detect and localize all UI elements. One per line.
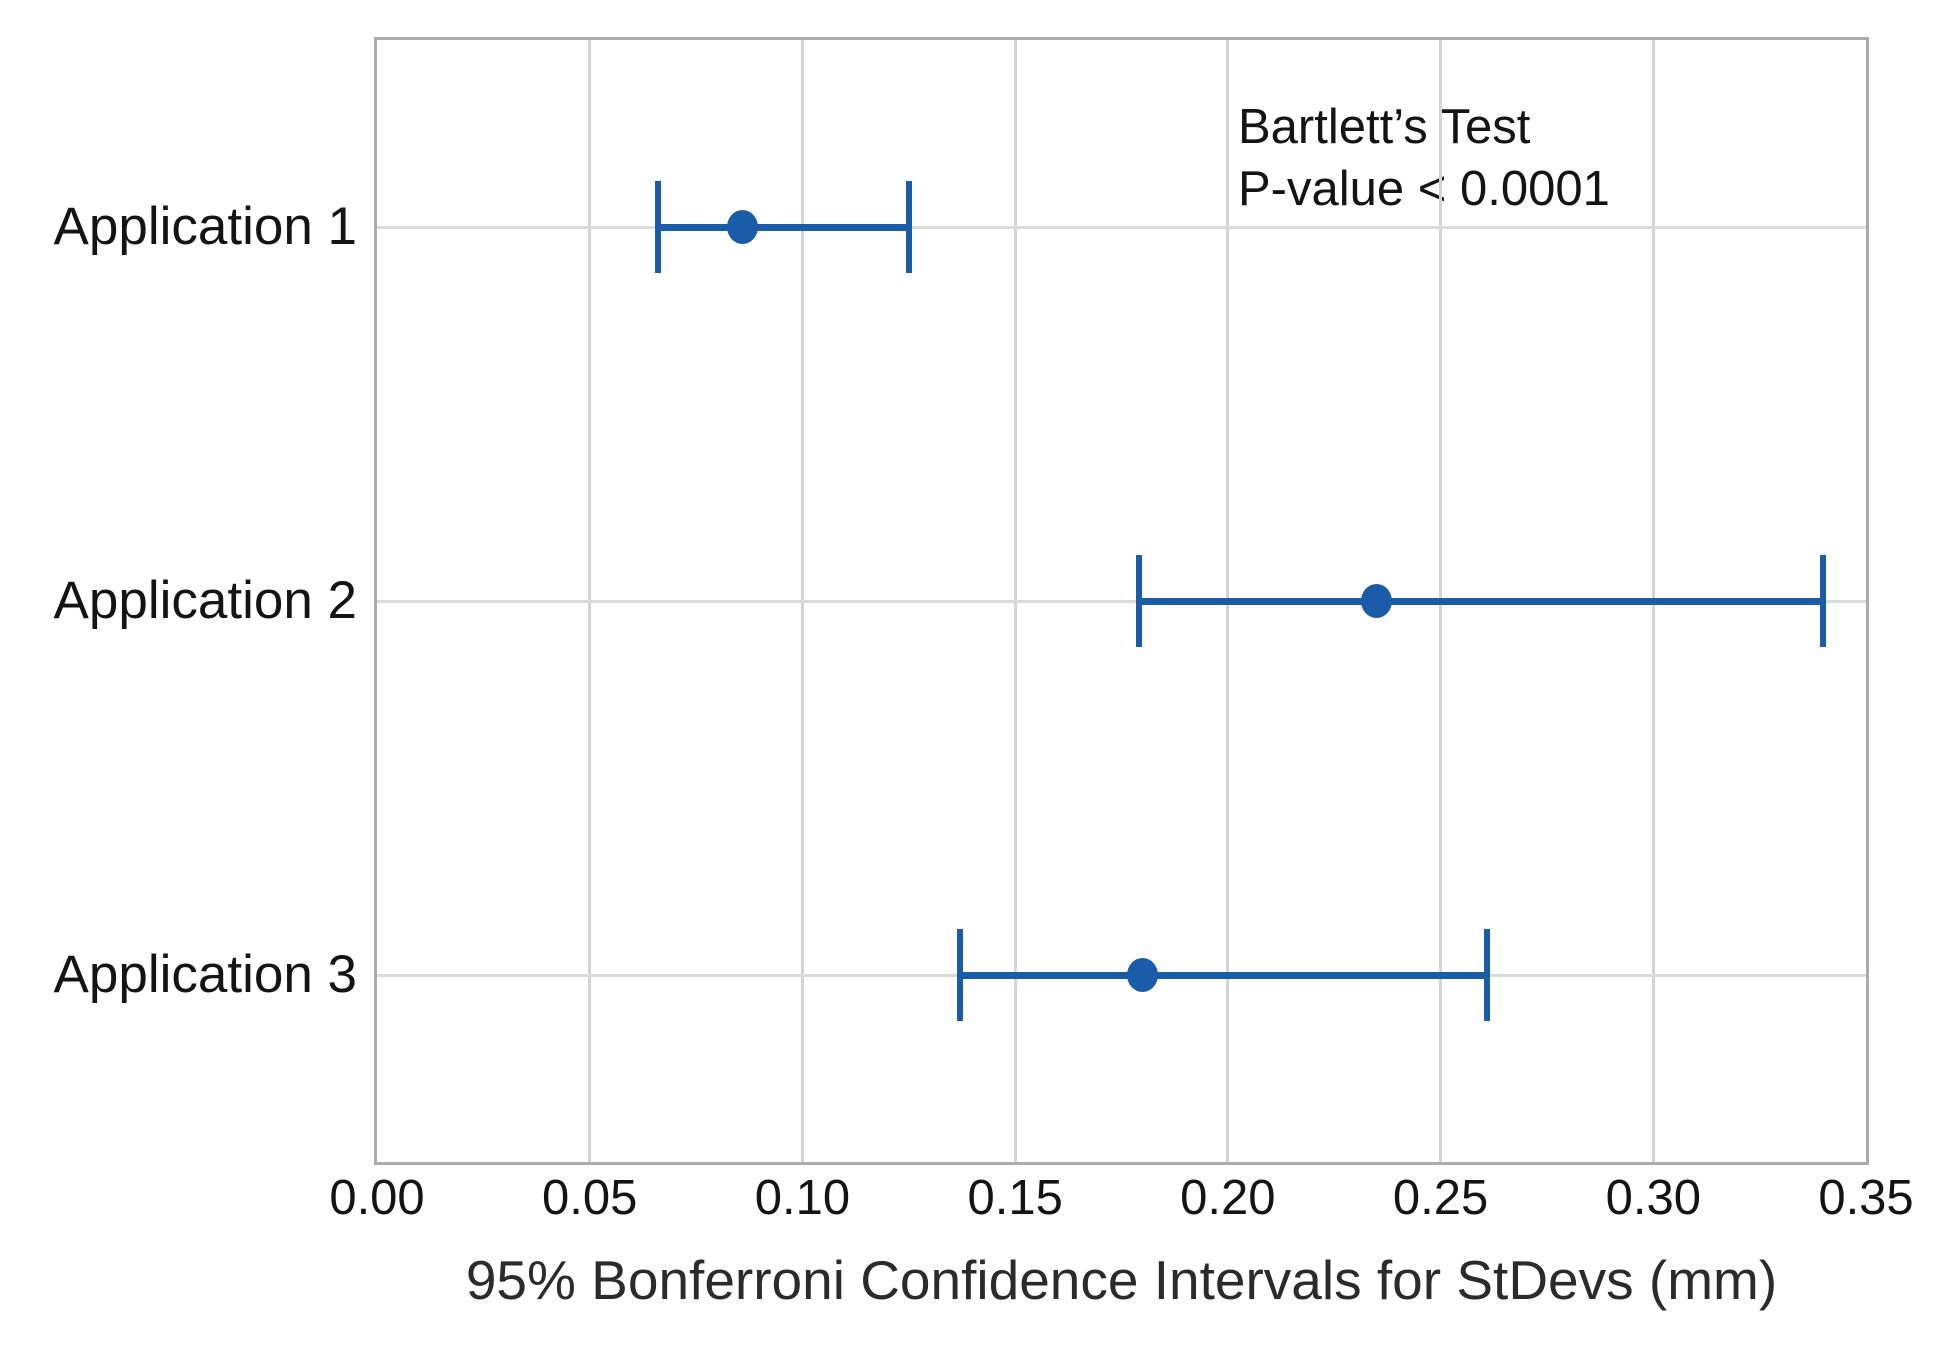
x-tick-label: 0.10 <box>754 1171 851 1225</box>
ci-upper-cap <box>1820 555 1827 647</box>
bartlett-test-annotation: Bartlett’s Test P-value < 0.0001 <box>1238 96 1610 220</box>
x-axis-title: 95% Bonferroni Confidence Intervals for … <box>465 1249 1778 1311</box>
gridline-horizontal <box>377 225 1866 229</box>
ci-interval-line <box>1138 597 1824 605</box>
x-tick-label: 0.30 <box>1605 1171 1701 1225</box>
annotation-p-value: P-value < 0.0001 <box>1238 162 1610 216</box>
category-label: Application 3 <box>53 945 357 1004</box>
x-tick-label: 0.25 <box>1392 1171 1489 1225</box>
ci-interval-line <box>657 223 909 231</box>
ci-lower-cap <box>654 181 661 273</box>
category-label: Application 1 <box>53 197 357 256</box>
ci-lower-cap <box>1135 555 1142 647</box>
x-tick-label: 0.15 <box>967 1171 1063 1225</box>
ci-interval-line <box>959 971 1488 979</box>
stdev-point-marker <box>727 210 759 244</box>
x-tick-label: 0.35 <box>1818 1171 1914 1225</box>
ci-lower-cap <box>956 929 963 1021</box>
x-tick-label: 0.05 <box>542 1171 638 1225</box>
ci-upper-cap <box>905 181 912 273</box>
stdev-point-marker <box>1361 584 1393 618</box>
category-label: Application 2 <box>53 571 357 630</box>
ci-upper-cap <box>1484 929 1491 1021</box>
annotation-test-name: Bartlett’s Test <box>1238 100 1531 154</box>
gridline-horizontal <box>377 599 1866 603</box>
stdev-point-marker <box>1127 958 1159 992</box>
x-tick-label: 0.20 <box>1180 1171 1276 1225</box>
x-tick-label: 0.00 <box>329 1171 425 1225</box>
